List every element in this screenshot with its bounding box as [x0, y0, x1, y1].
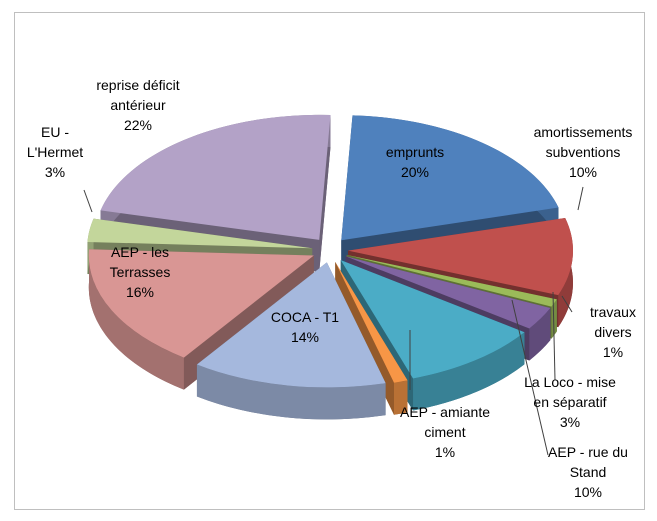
slice-edge	[413, 332, 525, 411]
slice-edge	[393, 380, 408, 415]
value-label: 1%	[602, 344, 624, 360]
category-label: AEP - rue du Stand	[548, 444, 628, 480]
slice-side	[319, 115, 331, 272]
value-label: 3%	[44, 164, 66, 180]
value-label: 10%	[573, 484, 603, 500]
leader-line	[561, 295, 573, 313]
slice-group	[88, 249, 314, 390]
slice	[346, 254, 557, 307]
value-label: 10%	[568, 164, 598, 180]
slice	[340, 260, 525, 379]
value-label: 1%	[434, 444, 456, 460]
data-label: COCA - T1 14%	[235, 307, 375, 347]
category-label: La Loco - mise en séparatif	[524, 374, 616, 410]
value-label: 14%	[290, 329, 320, 345]
value-label: 3%	[559, 414, 581, 430]
slice-edge	[196, 364, 386, 420]
slice-edge	[88, 249, 184, 390]
category-label: AEP - les Terrasses	[109, 244, 171, 280]
data-label: La Loco - mise en séparatif 3%	[515, 372, 625, 432]
slice	[100, 114, 331, 240]
value-label: 22%	[123, 117, 153, 133]
category-label: reprise déficit antérieur	[96, 77, 180, 113]
slice	[341, 115, 559, 241]
category-label: EU - L'Hermet	[26, 124, 84, 160]
slice	[345, 256, 551, 329]
data-label: AEP - les Terrasses 16%	[90, 242, 190, 302]
slice-group	[196, 262, 386, 420]
data-label: amortissements subventions 10%	[518, 122, 648, 182]
leader-line	[511, 299, 549, 456]
slice	[88, 249, 314, 358]
slice	[196, 262, 386, 388]
data-label: AEP - amiante ciment 1%	[390, 402, 500, 462]
leader-line	[577, 186, 584, 211]
slice	[347, 217, 573, 296]
data-label: travaux divers 1%	[583, 302, 643, 362]
category-label: COCA - T1	[270, 309, 340, 325]
slice	[87, 218, 313, 249]
leader-line	[83, 189, 93, 213]
slice-edge	[529, 308, 551, 361]
leader-line	[552, 291, 556, 381]
category-label: emprunts	[385, 144, 445, 160]
category-label: AEP - amiante ciment	[399, 404, 490, 440]
value-label: 20%	[400, 164, 430, 180]
slice	[335, 262, 408, 383]
data-label: emprunts 20%	[345, 142, 485, 182]
category-label: travaux divers	[590, 304, 636, 340]
data-label: AEP - rue du Stand 10%	[548, 442, 628, 502]
value-label: 16%	[125, 284, 155, 300]
data-label: reprise déficit antérieur 22%	[73, 75, 203, 135]
data-label: EU - L'Hermet 3%	[25, 122, 85, 182]
category-label: amortissements subventions	[533, 124, 633, 160]
slice-edge	[551, 299, 557, 339]
